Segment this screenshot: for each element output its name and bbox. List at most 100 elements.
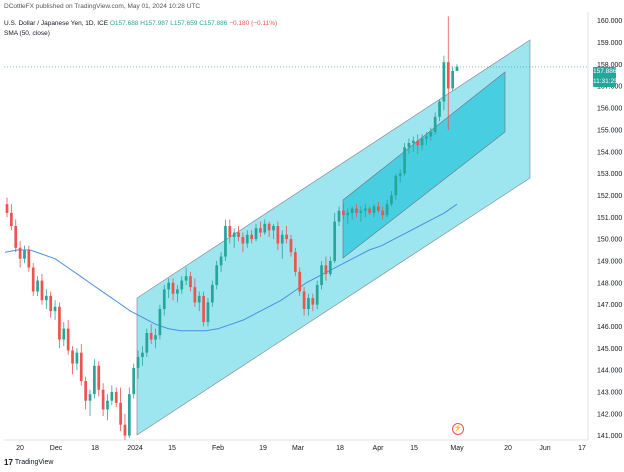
candle-body bbox=[385, 204, 389, 216]
y-tick-label: 147.000 bbox=[597, 302, 622, 309]
tradingview-mark-icon: 17 bbox=[4, 458, 13, 467]
candle-body bbox=[171, 282, 175, 294]
y-tick-label: 158.000 bbox=[597, 62, 622, 69]
candle-body bbox=[88, 394, 92, 401]
candle-body bbox=[407, 143, 411, 148]
x-tick-label: 19 bbox=[259, 445, 267, 452]
y-tick-label: 146.000 bbox=[597, 324, 622, 331]
candle-body bbox=[49, 295, 53, 312]
candle-body bbox=[123, 424, 127, 436]
candle-body bbox=[176, 289, 179, 294]
candle-body bbox=[132, 367, 136, 395]
legend-open: O157.688 bbox=[109, 20, 139, 27]
price-badge-price: 157.886 bbox=[593, 68, 617, 75]
candle-body bbox=[197, 295, 201, 303]
candle-body bbox=[311, 298, 315, 305]
candle-body bbox=[451, 70, 454, 89]
x-tick-label: 18 bbox=[91, 445, 99, 452]
y-tick-label: 149.000 bbox=[597, 258, 622, 265]
candle-body bbox=[381, 210, 385, 216]
candle-body bbox=[79, 352, 83, 382]
y-tick-label: 142.000 bbox=[597, 411, 622, 418]
candle-body bbox=[149, 333, 153, 340]
candle-body bbox=[254, 228, 258, 240]
price-badge: 157.886 11:31:25 bbox=[593, 67, 618, 87]
candle-body bbox=[337, 210, 341, 222]
candle-body bbox=[66, 328, 70, 351]
legend-change: −0.180 (−0.11%) bbox=[229, 20, 278, 27]
candle-body bbox=[23, 250, 26, 259]
candle-body bbox=[97, 365, 101, 390]
candle-body bbox=[189, 276, 192, 288]
candle-body bbox=[114, 391, 118, 403]
x-tick-label: 20 bbox=[16, 445, 24, 452]
legend-sma-row: SMA (50, close) bbox=[4, 29, 277, 39]
y-tick-label: 143.000 bbox=[597, 389, 622, 396]
x-tick-label: 15 bbox=[168, 445, 176, 452]
candle-body bbox=[259, 228, 262, 233]
candle-body bbox=[346, 212, 350, 216]
candle-body bbox=[202, 295, 205, 323]
candle-body bbox=[180, 280, 184, 290]
candle-body bbox=[285, 234, 288, 240]
y-tick-label: 148.000 bbox=[597, 280, 622, 287]
candle-body bbox=[145, 333, 149, 353]
x-tick-label: Dec bbox=[50, 445, 63, 452]
y-tick-label: 153.000 bbox=[597, 171, 622, 178]
candle-body bbox=[84, 381, 87, 401]
candle-body bbox=[193, 287, 197, 303]
candle-body bbox=[53, 306, 57, 312]
candle-body bbox=[162, 289, 166, 309]
candle-body bbox=[40, 280, 44, 301]
candle-body bbox=[101, 389, 105, 410]
x-tick-label: Jun bbox=[539, 445, 550, 452]
candle-body bbox=[276, 226, 280, 244]
candle-body bbox=[14, 226, 18, 248]
candle-body bbox=[58, 306, 61, 340]
x-tick-label: Feb bbox=[212, 445, 224, 452]
candle-body bbox=[411, 140, 415, 144]
candle-body bbox=[324, 265, 328, 275]
candle-body bbox=[158, 308, 162, 336]
candle-body bbox=[206, 302, 210, 323]
candle-body bbox=[93, 365, 96, 395]
y-tick-label: 152.000 bbox=[597, 193, 622, 200]
candle-body bbox=[210, 284, 214, 303]
candle-body bbox=[442, 62, 446, 102]
candle-body bbox=[342, 210, 345, 216]
x-tick-label: Apr bbox=[373, 445, 385, 452]
legend-symbol: U.S. Dollar / Japanese Yen, 1D, ICE bbox=[4, 20, 109, 27]
candle-body bbox=[250, 234, 254, 240]
legend-high: H157.987 bbox=[140, 20, 169, 27]
candle-body bbox=[280, 234, 284, 244]
sma-line bbox=[4, 203, 458, 332]
candle-body bbox=[420, 138, 424, 146]
candle-body bbox=[416, 140, 420, 146]
candle-body bbox=[455, 66, 459, 71]
candle-body bbox=[394, 175, 398, 196]
candle-body bbox=[10, 212, 13, 226]
y-tick-label: 156.000 bbox=[597, 106, 622, 113]
legend-low: L157.659 bbox=[170, 20, 198, 27]
x-tick-label: 18 bbox=[336, 445, 344, 452]
legend-symbol-row: U.S. Dollar / Japanese Yen, 1D, ICE O157… bbox=[4, 19, 277, 29]
candle-body bbox=[315, 284, 319, 305]
candle-body bbox=[372, 206, 376, 213]
candle-body bbox=[31, 267, 35, 292]
candle-body bbox=[167, 282, 171, 290]
x-tick-label: Mar bbox=[292, 445, 305, 452]
event-bolt-icon[interactable]: ⚡ bbox=[452, 423, 464, 435]
candle-body bbox=[106, 400, 109, 410]
candle-body bbox=[328, 260, 332, 275]
candle-body bbox=[320, 265, 323, 285]
candle-body bbox=[224, 226, 227, 257]
candle-body bbox=[368, 208, 371, 213]
y-tick-label: 160.000 bbox=[597, 18, 622, 25]
candle-body bbox=[62, 328, 66, 340]
candle-body bbox=[36, 280, 39, 292]
x-tick-label: 2024 bbox=[127, 445, 143, 452]
y-tick-label: 155.000 bbox=[597, 127, 622, 134]
legend: U.S. Dollar / Japanese Yen, 1D, ICE O157… bbox=[4, 19, 277, 39]
candle-body bbox=[263, 223, 267, 233]
